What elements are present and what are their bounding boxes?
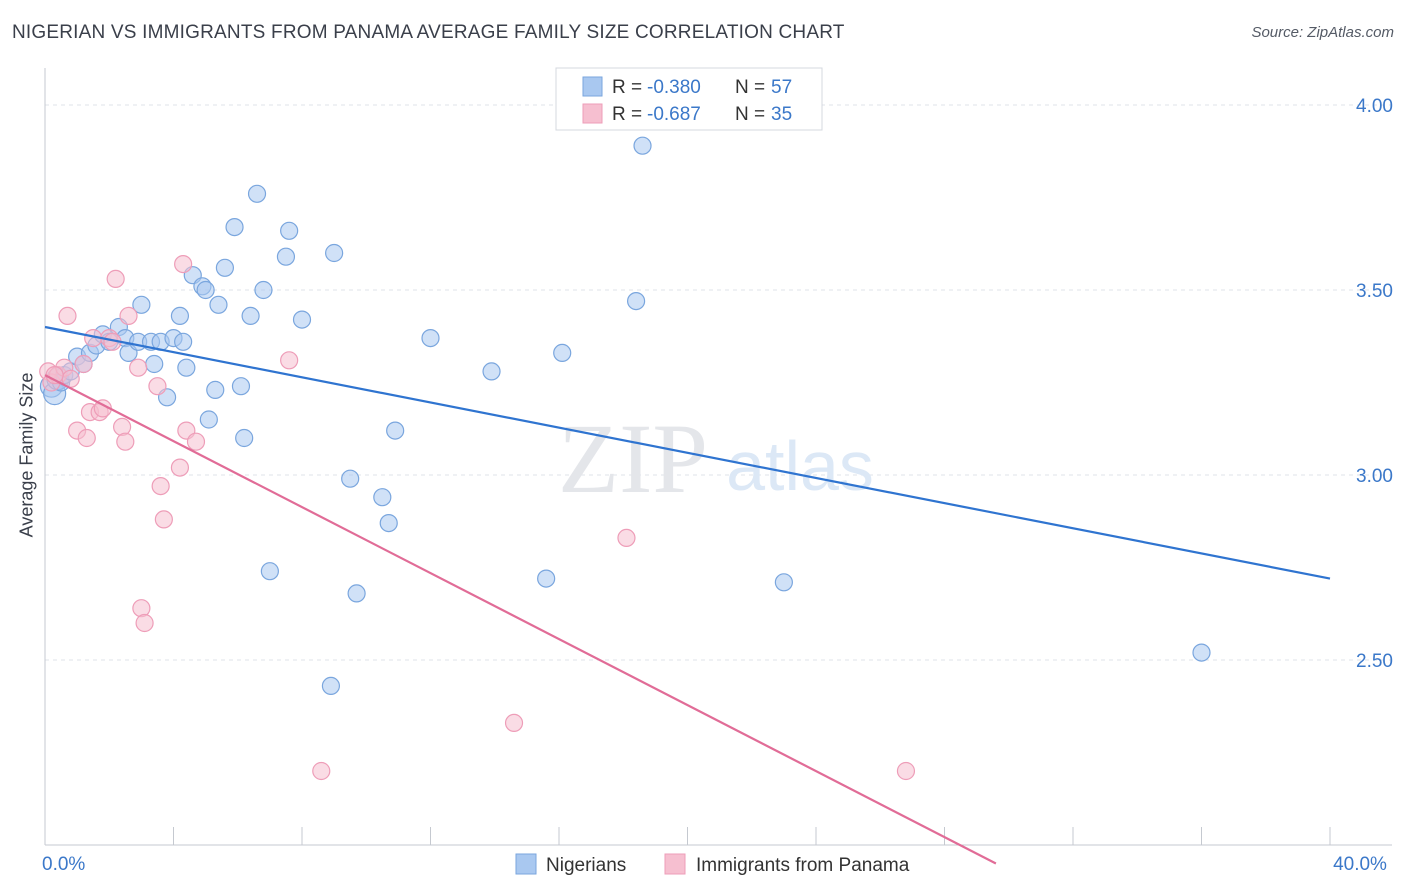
y-tick-label: 4.00 bbox=[1356, 96, 1393, 117]
point-nigerians bbox=[145, 354, 164, 374]
point-panama bbox=[896, 761, 916, 781]
point-nigerians bbox=[553, 343, 572, 362]
point-nigerians bbox=[325, 243, 344, 263]
source-label: Source: ZipAtlas.com bbox=[1251, 24, 1394, 41]
point-panama bbox=[312, 761, 331, 781]
stats-swatch-panama bbox=[582, 103, 603, 124]
point-nigerians bbox=[174, 332, 193, 351]
trend-lines bbox=[44, 325, 1331, 865]
point-nigerians bbox=[225, 218, 244, 237]
legend-swatch-panama bbox=[664, 853, 686, 875]
point-panama bbox=[170, 458, 190, 477]
point-nigerians bbox=[132, 295, 151, 314]
series-immigrants-from-panama bbox=[39, 255, 916, 781]
point-nigerians bbox=[209, 295, 228, 314]
stats-n-label-panama: N = bbox=[735, 104, 765, 125]
stats-swatch-nigerians bbox=[582, 76, 603, 97]
point-panama bbox=[151, 477, 170, 496]
point-nigerians bbox=[170, 306, 190, 325]
watermark-zip: ZIP bbox=[558, 403, 708, 514]
y-tick-label: 3.00 bbox=[1356, 466, 1393, 487]
point-nigerians bbox=[206, 380, 225, 399]
point-panama bbox=[174, 255, 193, 274]
watermark-atlas: atlas bbox=[726, 427, 874, 505]
x-tick-label: 0.0% bbox=[42, 854, 85, 875]
point-nigerians bbox=[247, 184, 267, 203]
stats-r-value-panama: -0.687 bbox=[647, 104, 701, 125]
point-panama bbox=[74, 354, 93, 374]
point-nigerians bbox=[421, 329, 440, 348]
point-nigerians bbox=[215, 258, 234, 277]
y-tick-label: 2.50 bbox=[1356, 651, 1393, 672]
y-tick-label: 3.50 bbox=[1356, 281, 1393, 302]
point-panama bbox=[116, 432, 135, 451]
point-panama bbox=[77, 428, 96, 448]
point-nigerians bbox=[341, 469, 360, 488]
point-nigerians bbox=[347, 584, 366, 603]
point-panama bbox=[186, 432, 206, 451]
point-nigerians bbox=[379, 513, 398, 533]
point-nigerians bbox=[177, 358, 196, 377]
point-nigerians bbox=[373, 488, 392, 507]
point-nigerians bbox=[235, 428, 254, 448]
watermark: ZIP atlas bbox=[558, 403, 874, 514]
point-panama bbox=[504, 713, 524, 733]
point-nigerians bbox=[276, 247, 296, 266]
stats-r-label-nigerians: R = bbox=[612, 77, 642, 98]
point-panama bbox=[106, 269, 125, 288]
point-nigerians bbox=[1192, 643, 1211, 662]
x-tick-labels: 0.0% 40.0% bbox=[42, 854, 1387, 875]
point-nigerians bbox=[292, 310, 312, 329]
point-nigerians bbox=[260, 562, 279, 581]
trend-line-nigerians bbox=[44, 325, 1331, 580]
legend-label-nigerians: Nigerians bbox=[546, 855, 626, 876]
point-nigerians bbox=[231, 377, 251, 396]
point-panama bbox=[112, 417, 132, 436]
point-nigerians bbox=[254, 280, 273, 300]
stats-n-value-panama: 35 bbox=[771, 104, 792, 125]
point-nigerians bbox=[241, 306, 260, 325]
point-panama bbox=[129, 358, 148, 377]
stats-r-label-panama: R = bbox=[612, 104, 642, 125]
point-panama bbox=[280, 351, 299, 370]
point-nigerians bbox=[633, 136, 652, 155]
point-nigerians bbox=[199, 410, 218, 429]
point-nigerians bbox=[482, 362, 501, 381]
axes bbox=[44, 68, 1392, 846]
point-panama bbox=[58, 306, 77, 325]
point-nigerians bbox=[774, 573, 793, 592]
stats-r-value-nigerians: -0.380 bbox=[647, 77, 701, 98]
point-panama bbox=[135, 613, 154, 633]
point-nigerians bbox=[196, 280, 215, 300]
point-nigerians bbox=[626, 292, 646, 311]
point-panama bbox=[119, 306, 138, 325]
stats-n-value-nigerians: 57 bbox=[771, 77, 792, 98]
point-nigerians bbox=[537, 569, 556, 588]
stats-n-label-nigerians: N = bbox=[735, 77, 765, 98]
y-tick-labels: 2.50 3.00 3.50 4.00 bbox=[1356, 96, 1393, 672]
legend-swatch-nigerians bbox=[515, 853, 537, 875]
stats-legend: R = -0.380 N = 57 R = -0.687 N = 35 bbox=[555, 67, 823, 131]
point-nigerians bbox=[321, 676, 341, 696]
legend-label-panama: Immigrants from Panama bbox=[696, 855, 910, 876]
point-panama bbox=[148, 377, 167, 396]
point-panama bbox=[617, 528, 636, 548]
trend-line-panama bbox=[44, 374, 997, 865]
series-legend: Nigerians Immigrants from Panama bbox=[515, 853, 910, 876]
chart-title: NIGERIAN VS IMMIGRANTS FROM PANAMA AVERA… bbox=[12, 22, 845, 43]
point-panama bbox=[132, 599, 151, 618]
point-panama bbox=[154, 510, 173, 529]
point-nigerians bbox=[386, 421, 405, 440]
point-nigerians bbox=[280, 221, 299, 240]
x-tick-label: 40.0% bbox=[1333, 854, 1387, 875]
